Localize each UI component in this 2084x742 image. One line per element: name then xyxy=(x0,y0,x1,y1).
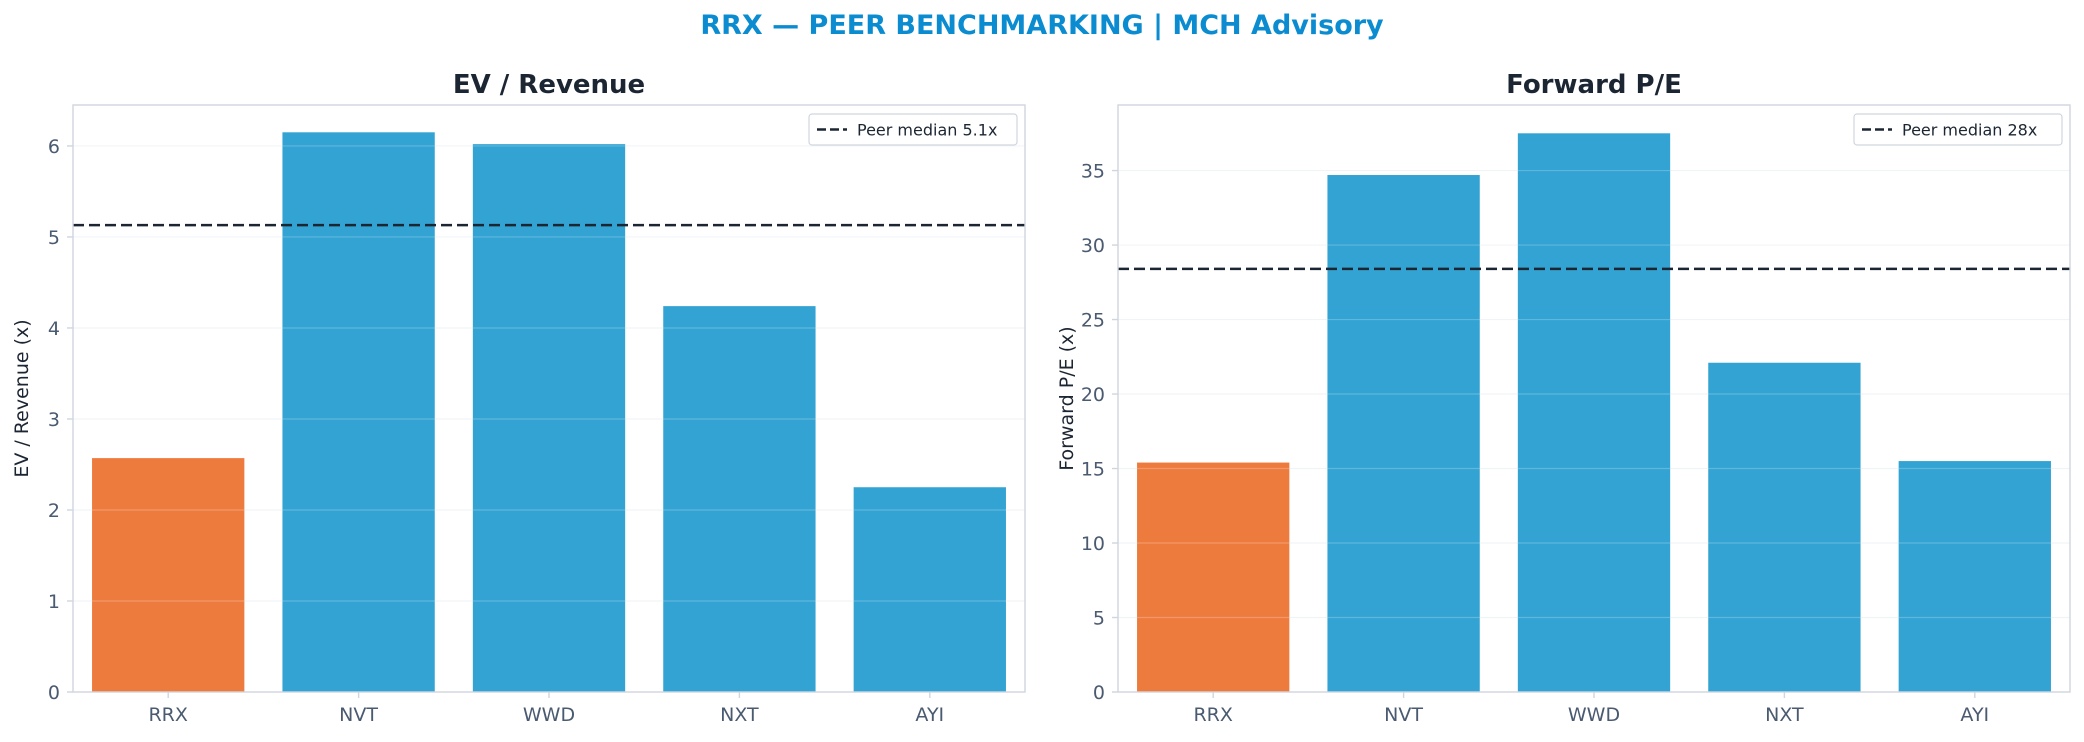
ev-revenue-bar-nvt xyxy=(282,132,435,693)
forward-pe-x-tick-label-wwd: WWD xyxy=(1568,704,1620,726)
forward-pe-y-tick-label: 0 xyxy=(1093,682,1105,704)
ev-revenue-y-tick-label: 6 xyxy=(48,136,60,158)
forward-pe-y-tick-label: 30 xyxy=(1081,235,1105,257)
forward-pe-y-axis-label: Forward P/E (x) xyxy=(1056,326,1078,470)
ev-revenue-bar-nxt xyxy=(663,306,816,692)
forward-pe-legend-label: Peer median 28x xyxy=(1902,121,2037,140)
ev-revenue-bar-rrx xyxy=(92,458,245,692)
figure-title: RRX — PEER BENCHMARKING | MCH Advisory xyxy=(700,10,1384,41)
forward-pe-bar-nxt xyxy=(1708,362,1861,692)
forward-pe-x-tick-label-ayi: AYI xyxy=(1960,704,1989,726)
ev-revenue-x-tick-label-rrx: RRX xyxy=(148,704,187,726)
forward-pe-y-tick-label: 25 xyxy=(1081,310,1105,332)
forward-pe-y-tick-label: 20 xyxy=(1081,384,1105,406)
ev-revenue-y-tick-label: 1 xyxy=(48,591,60,613)
ev-revenue-bar-wwd xyxy=(472,144,626,693)
ev-revenue-legend-label: Peer median 5.1x xyxy=(857,121,997,140)
forward-pe-bar-nvt xyxy=(1327,175,1480,693)
forward-pe-legend-box xyxy=(1853,113,2063,146)
forward-pe-y-tick-label: 10 xyxy=(1081,533,1105,555)
forward-pe-panel: 0 5 10 15 20 25 30 35 RRX NVT WWD NXT AYI Forward P/E… xyxy=(1056,70,2071,726)
forward-pe-bar-wwd xyxy=(1517,133,1671,692)
ev-revenue-y-tick-label: 5 xyxy=(48,227,60,249)
ev-revenue-x-tick-label-nxt: NXT xyxy=(720,704,759,726)
forward-pe-y-tick-label: 35 xyxy=(1081,161,1105,183)
forward-pe-bar-ayi xyxy=(1898,461,2051,692)
ev-revenue-y-axis-label: EV / Revenue (x) xyxy=(11,319,33,477)
ev-revenue-x-tick-label-ayi: AYI xyxy=(915,704,944,726)
forward-pe-x-tick-label-rrx: RRX xyxy=(1193,704,1232,726)
ev-revenue-legend: Peer median 5.1x xyxy=(808,113,1018,146)
forward-pe-bar-rrx xyxy=(1137,462,1290,692)
forward-pe-x-tick-label-nvt: NVT xyxy=(1384,704,1423,726)
ev-revenue-x-tick-label-wwd: WWD xyxy=(523,704,575,726)
ev-revenue-panel: 0 1 2 3 4 5 6 RRX NVT WWD NXT AYI EV / Revenue EV / R… xyxy=(11,70,1026,726)
forward-pe-legend: Peer median 28x xyxy=(1853,113,2063,146)
forward-pe-y-tick-label: 5 xyxy=(1093,608,1105,630)
ev-revenue-y-tick-label: 3 xyxy=(48,409,60,431)
ev-revenue-legend-box xyxy=(808,113,1018,146)
ev-revenue-bar-ayi xyxy=(853,487,1006,692)
ev-revenue-chart-title: EV / Revenue xyxy=(453,70,645,100)
ev-revenue-y-tick-label: 2 xyxy=(48,500,60,522)
forward-pe-chart-title: Forward P/E xyxy=(1506,70,1682,100)
ev-revenue-y-tick-label: 0 xyxy=(48,682,60,704)
forward-pe-x-tick-label-nxt: NXT xyxy=(1765,704,1804,726)
forward-pe-y-tick-label: 15 xyxy=(1081,459,1105,481)
ev-revenue-x-tick-label-nvt: NVT xyxy=(339,704,378,726)
ev-revenue-y-tick-label: 4 xyxy=(48,318,60,340)
